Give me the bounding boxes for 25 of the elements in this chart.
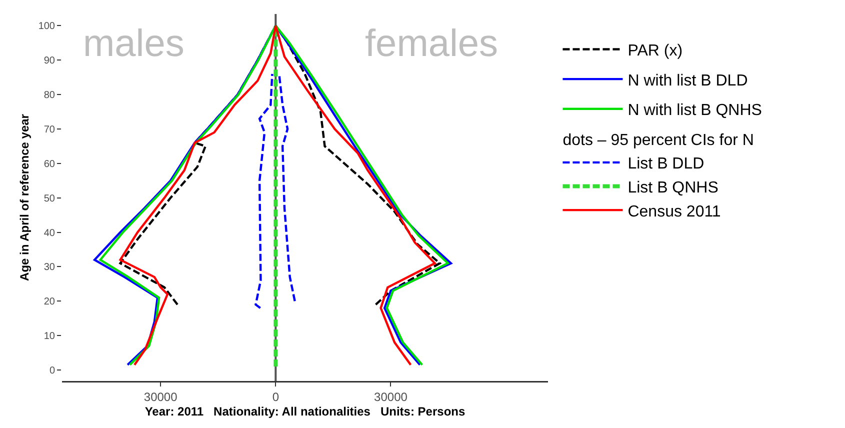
legend-title: dots – 95 percent CIs for N — [562, 132, 754, 149]
y-axis-title: Age in April of reference year — [18, 114, 32, 281]
legend-label: List B DLD — [628, 156, 704, 173]
x-tick-label: 0 — [272, 390, 280, 404]
y-tick-label: 30 — [44, 262, 56, 274]
y-tick-label: 50 — [44, 193, 56, 204]
y-tick-label: 80 — [44, 90, 56, 102]
x-tick-label: 30000 — [144, 390, 178, 404]
y-tick-label: 90 — [44, 56, 56, 67]
x-tick-label: 30000 — [374, 390, 408, 404]
y-tick-label: 0 — [49, 365, 56, 376]
y-tick-label: 60 — [44, 158, 56, 170]
annotation: females — [365, 23, 498, 65]
legend-label: Census 2011 — [628, 203, 721, 220]
y-tick-label: 20 — [44, 296, 56, 308]
y-tick-label: 100 — [38, 21, 56, 32]
annotation: males — [83, 23, 184, 65]
y-tick-label: 40 — [44, 228, 56, 239]
legend-label: List B QNHS — [628, 179, 718, 196]
legend-label: PAR (x) — [628, 42, 683, 60]
legend-label: N with list B DLD — [628, 72, 748, 90]
y-tick-label: 10 — [44, 331, 56, 342]
x-axis-title: Year: 2011 Nationality: All nationalities Units: Persons — [144, 404, 466, 419]
y-tick-label: 70 — [44, 124, 56, 136]
legend-label: N with list B QNHS — [628, 102, 762, 120]
